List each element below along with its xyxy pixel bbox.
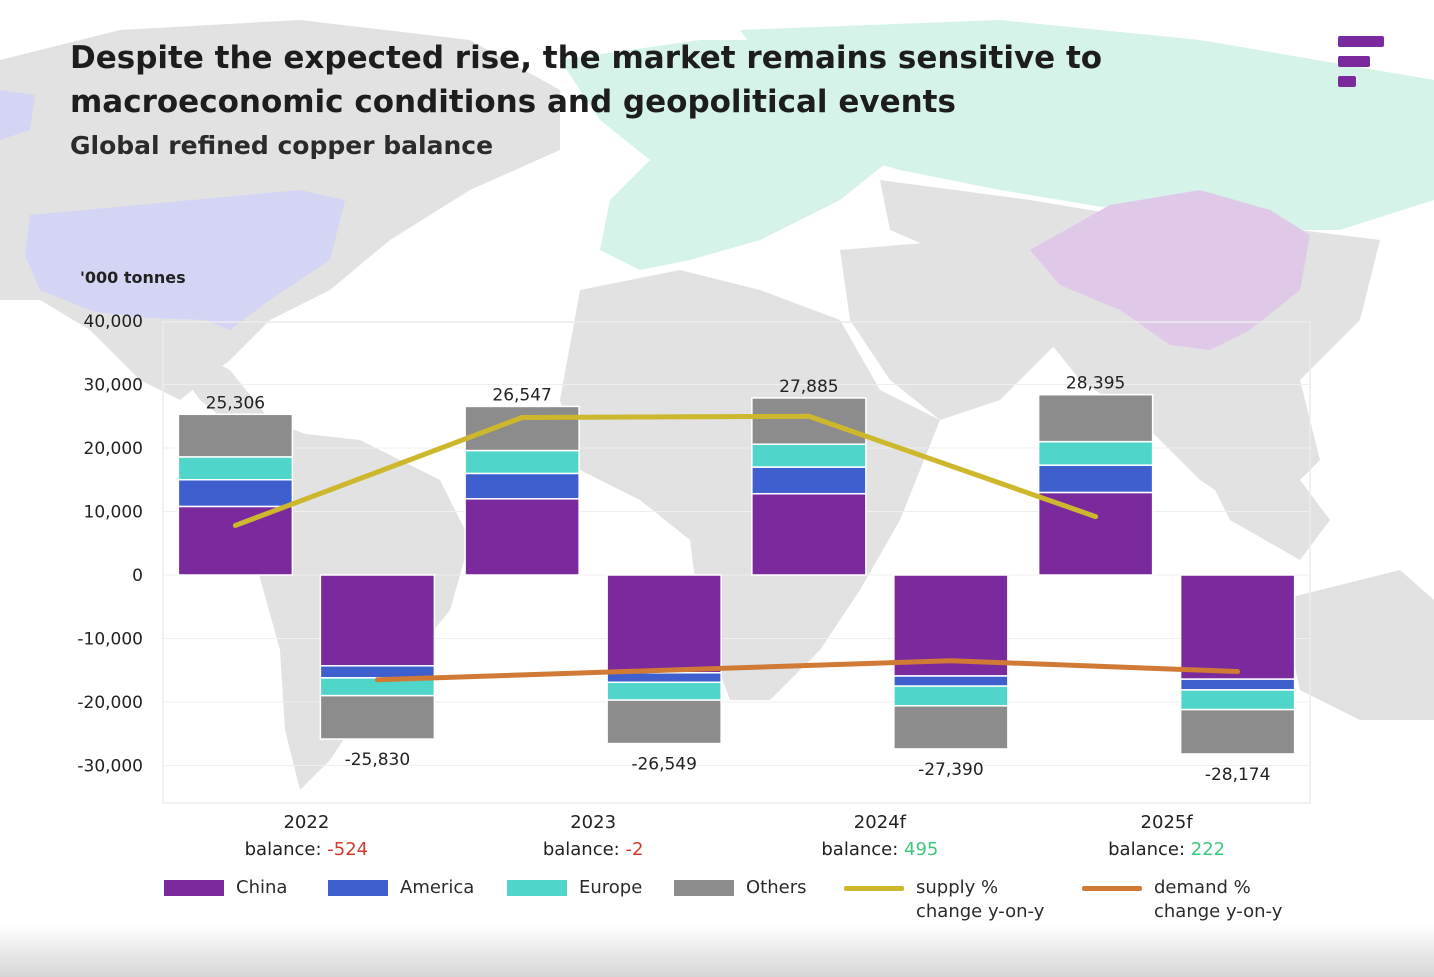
alaska-shape [0,90,35,140]
legend-item-america: America [328,876,550,900]
legend-item-europe: Europe [507,876,729,900]
supply-total-label: 25,306 [206,393,265,413]
x-tick-label: 2023 [570,812,616,833]
supply-bar-china [1037,491,1154,576]
demand-bar-china [1179,574,1296,680]
legend-label: Others [746,877,807,898]
supply-bar-america [751,466,867,495]
plot-frame [162,321,1311,804]
balance-value: -524 [327,839,368,860]
chart-subtitle: Global refined copper balance [70,131,494,160]
supply-bar-america [464,472,580,500]
demand-bar-others [1179,708,1296,755]
demand-bar-america [606,672,722,684]
africa-shape [560,270,940,700]
supply-bar-china [464,498,580,576]
y-tick-label: -20,000 [77,693,143,713]
australia-shape [1280,570,1434,720]
bottom-fade [0,925,1434,977]
page-title: Despite the expected rise, the market re… [70,40,1103,120]
balance-prefix: balance: [245,839,328,860]
demand-bar-america [893,675,1009,687]
y-tick-label: 30,000 [84,376,143,396]
demand-total-label: -25,830 [345,750,411,770]
southeast-asia-shape [1180,420,1330,560]
y-tick-label: -10,000 [77,630,143,650]
legend-item-others: Others [674,876,896,900]
legend-label: Europe [579,877,643,898]
demand-total-label: -26,549 [631,755,697,775]
balance-label: balance: -524 [245,839,369,860]
legend-swatch [844,886,904,891]
china-shape [1030,190,1310,350]
supply-bar-china [177,505,294,576]
supply-bar-others [464,405,580,452]
supply-line [232,413,1099,528]
y-tick-label: 40,000 [84,312,143,332]
x-tick-label: 2024f [854,812,907,833]
legend-swatch [164,880,224,896]
legend-swatch [328,880,388,896]
x-tick-label: 2022 [283,812,329,833]
legend-label: demand % change y-on-y [1154,877,1283,922]
demand-line [374,658,1241,683]
balance-prefix: balance: [1108,839,1191,860]
supply-bar-europe [464,449,580,475]
legend-label: America [400,877,475,898]
balance-label: balance: -2 [543,839,644,860]
supply-bar-others [177,413,294,458]
legend-item-china: China [164,876,386,900]
usa-shape [25,190,345,330]
y-tick-label: -30,000 [77,757,143,777]
supply-total-label: 28,395 [1066,374,1125,394]
legend-item-demand-line: demand % change y-on-y [1082,876,1304,924]
legend-swatch [507,880,567,896]
y-axis-unit-label: '000 tonnes [80,268,186,287]
supply-bar-america [177,479,294,508]
supply-bar-others [751,397,867,445]
demand-bar-america [1179,678,1296,691]
legend-swatch [674,880,734,896]
supply-bar-europe [177,456,294,481]
demand-bar-others [606,699,722,745]
balance-value: 495 [904,839,938,860]
balance-prefix: balance: [543,839,626,860]
demand-total-label: -27,390 [918,760,984,780]
balance-value: 222 [1191,839,1225,860]
legend-label: China [236,877,288,898]
balance-value: -2 [625,839,643,860]
demand-bar-europe [893,685,1009,707]
brand-logo-icon [1338,36,1384,87]
balance-label: balance: 495 [821,839,938,860]
supply-bar-china [751,492,867,576]
legend-item-supply-line: supply % change y-on-y [844,876,1066,924]
demand-bar-china [606,574,722,674]
demand-bar-others [893,705,1009,750]
demand-bar-europe [1179,689,1296,711]
supply-bar-america [1037,464,1154,494]
russia-shape [740,20,1434,230]
supply-bar-europe [751,443,867,468]
balance-prefix: balance: [821,839,904,860]
demand-bar-others [319,694,436,740]
supply-total-label: 27,885 [779,377,838,397]
y-tick-label: 20,000 [84,439,143,459]
demand-bar-china [319,574,436,667]
y-tick-label: 10,000 [84,503,143,523]
legend-label: supply % change y-on-y [916,877,1045,922]
chart-legend: China America Europe Others supply % change … [164,876,1364,926]
demand-bar-europe [606,681,722,701]
y-tick-label: 0 [132,566,143,586]
demand-total-label: -28,174 [1205,765,1271,785]
supply-bar-europe [1037,440,1154,466]
balance-label: balance: 222 [1108,839,1225,860]
supply-bar-others [1037,393,1154,443]
legend-swatch [1082,886,1142,891]
x-tick-label: 2025f [1141,812,1194,833]
supply-total-label: 26,547 [492,385,551,405]
